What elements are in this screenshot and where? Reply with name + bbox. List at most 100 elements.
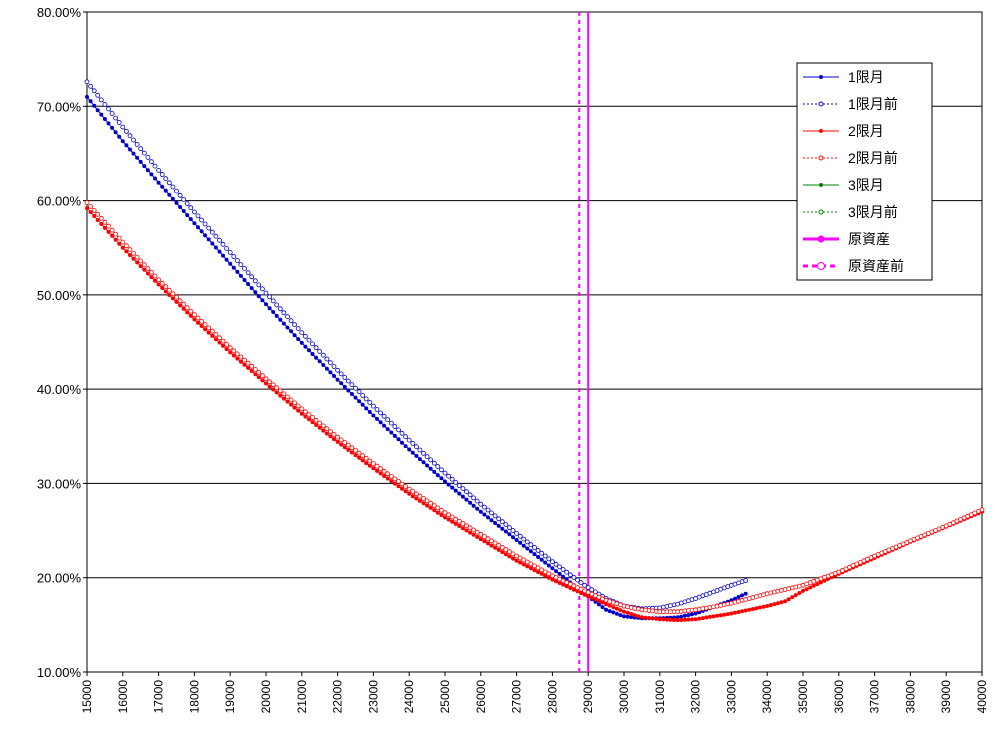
data-point xyxy=(199,217,205,223)
data-point xyxy=(403,489,408,494)
data-point xyxy=(536,570,541,575)
data-point xyxy=(324,356,330,362)
data-point xyxy=(310,414,315,420)
data-point xyxy=(159,172,165,177)
data-point xyxy=(400,486,404,491)
data-point xyxy=(138,264,143,269)
legend-swatch-marker xyxy=(819,183,823,187)
data-point xyxy=(302,409,308,415)
data-point xyxy=(113,237,118,242)
data-point xyxy=(686,613,691,618)
data-point xyxy=(481,534,487,539)
data-point xyxy=(213,332,219,337)
data-point xyxy=(614,611,619,616)
data-point xyxy=(234,258,240,263)
data-point xyxy=(471,495,477,501)
data-point xyxy=(464,497,469,502)
data-point xyxy=(528,561,534,567)
data-point xyxy=(252,278,258,284)
data-point xyxy=(131,250,136,256)
data-point xyxy=(106,121,111,126)
data-point xyxy=(335,434,341,440)
data-point xyxy=(482,539,487,544)
data-point xyxy=(485,507,491,513)
data-point xyxy=(417,447,423,453)
data-point xyxy=(263,376,269,382)
data-point xyxy=(339,381,344,386)
data-point xyxy=(403,434,409,440)
data-point xyxy=(503,552,508,557)
data-point xyxy=(191,312,197,318)
data-point xyxy=(317,420,323,426)
data-point xyxy=(775,601,780,606)
data-point xyxy=(152,273,158,279)
data-point xyxy=(822,578,827,583)
data-point xyxy=(375,416,379,421)
data-point xyxy=(740,593,745,598)
data-point xyxy=(449,476,455,482)
data-point xyxy=(357,455,362,460)
data-point xyxy=(99,222,104,226)
data-point xyxy=(485,536,491,542)
data-point xyxy=(428,500,434,506)
data-point xyxy=(682,613,687,618)
data-point xyxy=(478,501,484,507)
data-point xyxy=(539,567,545,573)
data-point xyxy=(106,106,111,112)
data-point xyxy=(506,549,512,555)
data-point xyxy=(313,345,319,351)
data-point xyxy=(456,518,462,524)
data-point xyxy=(142,267,147,272)
data-point xyxy=(163,289,168,294)
data-point xyxy=(170,291,176,297)
data-point xyxy=(496,523,501,528)
data-point xyxy=(110,233,115,238)
data-point xyxy=(357,399,362,404)
data-point xyxy=(725,612,730,617)
data-point xyxy=(149,172,154,177)
data-point xyxy=(338,371,344,377)
data-point xyxy=(467,525,473,531)
data-point xyxy=(349,450,354,455)
data-point xyxy=(367,458,373,464)
data-point xyxy=(370,403,376,409)
data-point xyxy=(271,310,276,314)
data-point xyxy=(285,394,290,400)
data-point xyxy=(553,561,559,567)
legend-swatch-marker xyxy=(818,155,824,161)
data-point xyxy=(679,618,684,622)
data-point xyxy=(496,516,502,522)
data-point xyxy=(231,254,237,259)
data-point xyxy=(611,610,616,615)
data-point xyxy=(353,447,358,453)
data-point xyxy=(245,270,251,276)
data-point xyxy=(453,488,458,493)
data-point xyxy=(733,596,737,601)
x-tick-label: 23000 xyxy=(366,680,380,714)
data-point xyxy=(464,528,469,533)
data-point xyxy=(213,245,218,250)
data-point xyxy=(979,507,985,513)
legend-swatch-marker xyxy=(819,75,823,79)
series-1限月前 xyxy=(84,79,749,612)
data-point xyxy=(460,526,465,531)
data-point xyxy=(177,192,183,198)
data-point xyxy=(299,340,304,345)
data-point xyxy=(364,406,369,411)
data-point xyxy=(188,308,194,314)
data-point xyxy=(743,591,748,596)
data-point xyxy=(403,484,409,489)
data-point xyxy=(679,614,684,619)
data-point xyxy=(815,582,820,587)
data-point xyxy=(514,538,519,542)
data-point xyxy=(482,512,487,517)
data-point xyxy=(88,83,93,89)
data-point xyxy=(156,167,162,173)
data-point xyxy=(546,556,552,562)
legend-label: 2限月 xyxy=(848,123,884,139)
x-tick-label: 35000 xyxy=(796,680,810,714)
data-point xyxy=(270,382,276,388)
data-point xyxy=(450,519,455,524)
data-point xyxy=(371,466,376,471)
data-point xyxy=(804,587,809,592)
